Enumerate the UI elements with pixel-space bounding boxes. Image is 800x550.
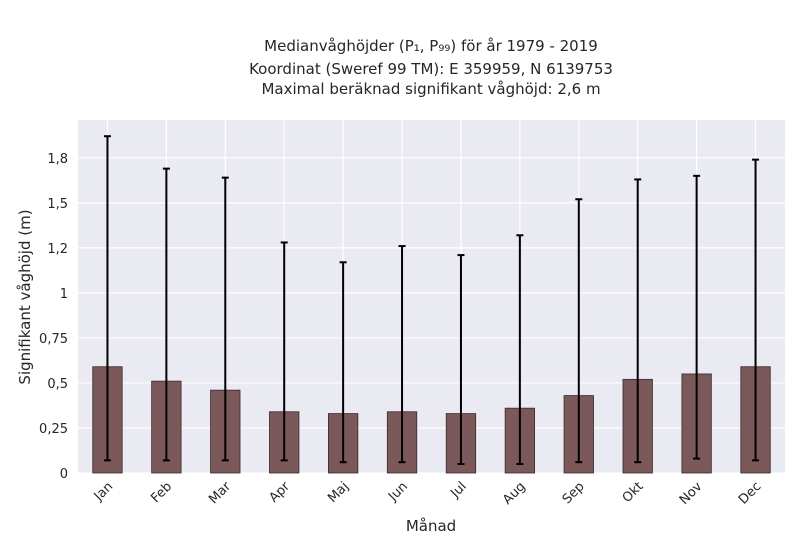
x-tick-label: Sep [560,479,588,507]
title-line-3: Maximal beräknad signifikant våghöjd: 2,… [261,80,600,98]
y-tick-label: 0 [60,467,68,482]
x-tick-label: Apr [267,479,294,506]
x-tick-label: Jul [447,479,469,501]
x-tick-label: Mar [206,479,234,507]
error-bars [103,135,760,465]
error-bar-jul [457,254,465,465]
x-tick-label: Maj [325,479,352,506]
title-line-1: Medianvåghöjder (P₁, P₉₉) för år 1979 - … [264,37,598,55]
x-tick-label: Jun [385,479,411,505]
error-bar-jan [103,135,111,462]
error-bar-nov [693,174,701,460]
y-tick-label: 0,75 [39,332,68,347]
title-line-2: Koordinat (Sweref 99 TM): E 359959, N 61… [249,60,613,78]
y-tick-label: 1 [60,287,68,302]
error-bar-okt [634,178,642,464]
y-tick-label: 0,5 [47,377,68,392]
error-bar-dec [752,158,760,462]
x-axis-label: Månad [406,517,456,535]
chart-title: Medianvåghöjder (P₁, P₉₉) för år 1979 - … [249,37,613,98]
x-tick-label: Feb [148,479,175,506]
error-bar-maj [339,261,347,464]
error-bar-apr [280,241,288,462]
error-bar-sep [575,198,583,464]
y-tick-label: 0,25 [39,422,68,437]
x-ticks: Jan Feb Mar Apr Maj Jun Jul Aug Sep Okt Nov Dec [91,479,765,508]
plot-area [78,120,785,473]
y-tick-label: 1,8 [47,152,68,167]
x-tick-label: Dec [736,479,764,507]
y-tick-label: 1,5 [47,197,68,212]
x-tick-label: Aug [500,479,529,508]
x-tick-label: Jan [91,479,116,504]
error-bar-mar [221,176,229,462]
y-axis-label: Signifikant våghöjd (m) [16,209,34,384]
error-bar-feb [162,167,170,462]
x-tick-label: Okt [620,479,647,506]
y-tick-label: 1,2 [47,242,68,257]
x-tick-label: Nov [677,479,706,508]
y-ticks: 0 0,25 0,5 0,75 1 1,2 1,5 1,8 [39,152,68,482]
error-bar-jun [398,245,406,464]
error-bar-aug [516,234,524,465]
